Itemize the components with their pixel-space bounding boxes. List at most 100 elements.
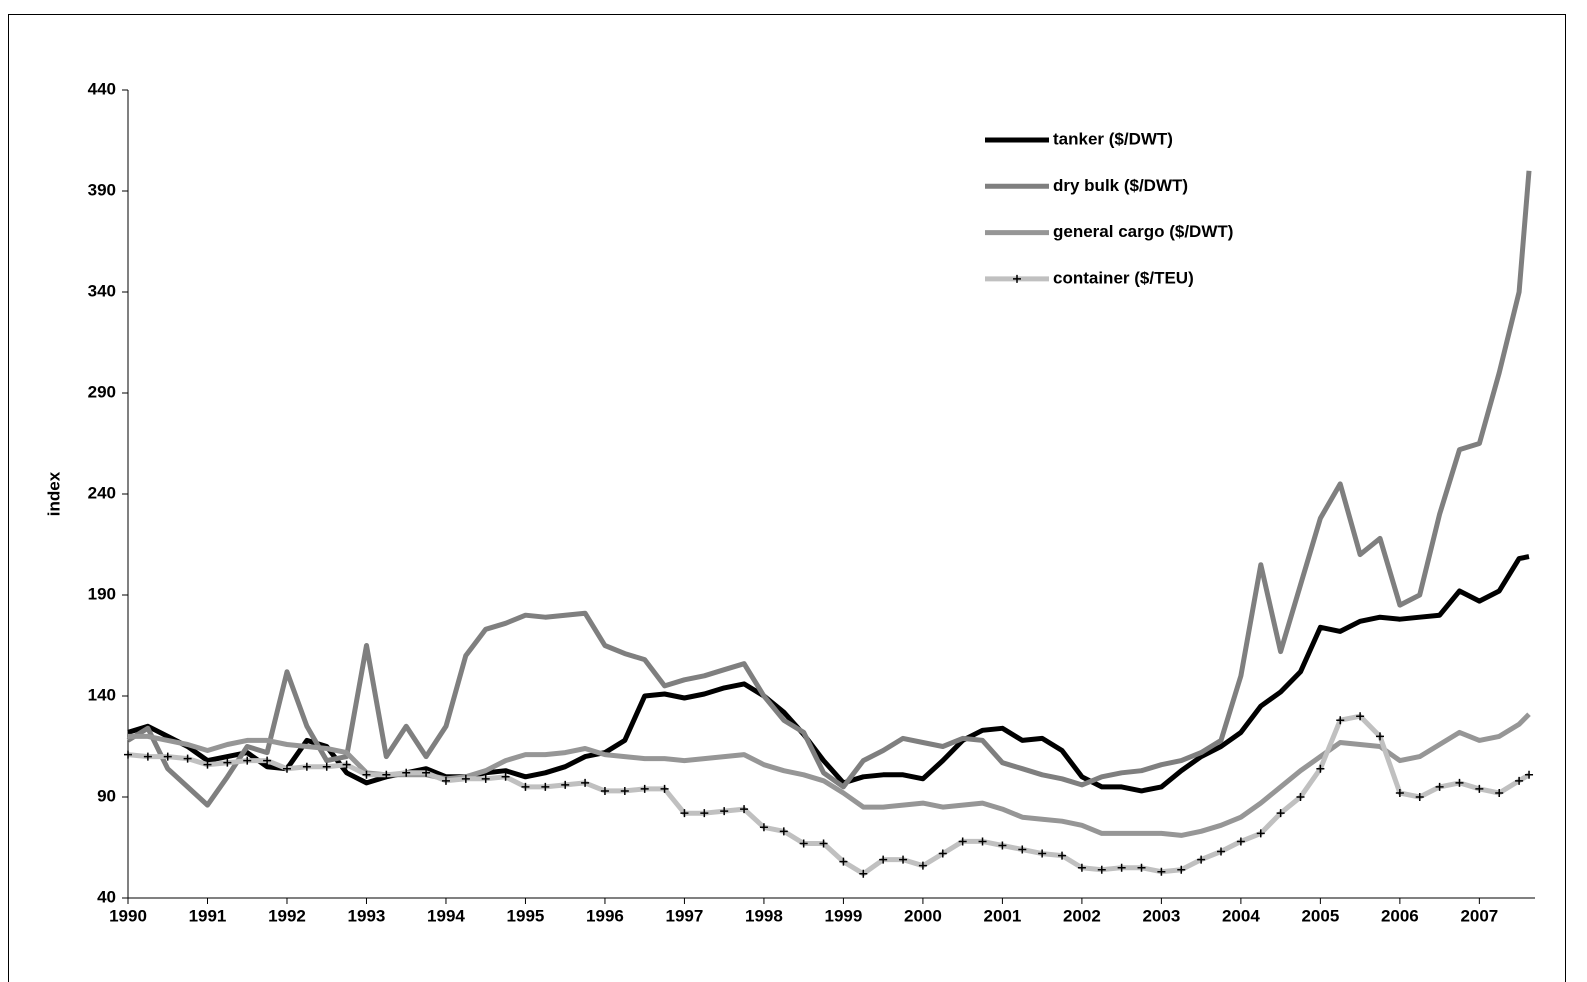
legend-label: general cargo ($/DWT) — [1053, 222, 1233, 241]
series-marker — [302, 762, 311, 771]
series-marker — [1515, 776, 1524, 785]
series-marker — [1336, 716, 1345, 725]
series-marker — [620, 786, 629, 795]
series-marker — [481, 774, 490, 783]
series-marker — [1018, 845, 1027, 854]
series-line — [126, 170, 1532, 808]
series-marker — [1475, 784, 1484, 793]
series-line — [127, 554, 1530, 794]
x-tick-label: 1998 — [745, 906, 783, 925]
x-tick-label: 1999 — [825, 906, 863, 925]
series-marker — [1137, 863, 1146, 872]
x-tick-label: 1995 — [507, 906, 545, 925]
x-tick-label: 1992 — [268, 906, 306, 925]
series-line — [128, 712, 1531, 838]
series-marker — [819, 839, 828, 848]
series-marker — [1356, 712, 1365, 721]
series-marker — [1097, 865, 1106, 874]
series-marker — [124, 750, 132, 759]
series-marker — [998, 841, 1007, 850]
series-marker — [839, 857, 848, 866]
x-tick-label: 1994 — [427, 906, 465, 925]
x-tick-label: 2002 — [1063, 906, 1101, 925]
y-tick-label: 290 — [88, 382, 116, 401]
series-marker — [1077, 863, 1086, 872]
series-marker — [1197, 855, 1206, 864]
legend-label: tanker ($/DWT) — [1053, 129, 1173, 148]
x-tick-label: 1990 — [109, 906, 147, 925]
series-marker — [918, 861, 927, 870]
series-marker — [1395, 788, 1404, 797]
series-marker — [700, 809, 709, 818]
x-tick-label: 2006 — [1381, 906, 1419, 925]
y-tick-label: 140 — [88, 685, 116, 704]
x-tick-label: 2003 — [1142, 906, 1180, 925]
series-line — [127, 713, 1531, 877]
series-marker — [322, 762, 331, 771]
series-marker — [859, 869, 868, 878]
series-marker — [382, 770, 391, 779]
series-marker — [163, 752, 172, 761]
series-marker — [1296, 793, 1305, 801]
x-tick-label: 2007 — [1460, 906, 1498, 925]
x-tick-label: 2001 — [983, 906, 1021, 925]
series-marker — [978, 837, 987, 846]
series-marker — [1236, 837, 1245, 846]
series-marker — [1117, 863, 1126, 872]
series-marker — [720, 807, 729, 816]
series-marker — [402, 768, 411, 777]
series-marker — [203, 760, 212, 769]
series-marker — [779, 827, 788, 836]
series-marker — [1415, 793, 1424, 801]
x-tick-label: 1991 — [189, 906, 227, 925]
series-marker — [1495, 788, 1504, 797]
series-marker — [581, 778, 590, 787]
series-marker — [1157, 867, 1166, 876]
series-marker — [521, 782, 530, 791]
series-marker — [461, 774, 470, 783]
y-tick-label: 390 — [88, 180, 116, 199]
series-marker — [501, 772, 510, 781]
series-marker — [243, 756, 252, 765]
series-marker — [1435, 782, 1444, 791]
legend-label: container ($/TEU) — [1053, 268, 1194, 287]
series-marker — [223, 758, 232, 767]
series-marker — [1375, 732, 1384, 741]
series-marker — [1455, 778, 1464, 787]
series-marker — [899, 855, 908, 864]
series-marker — [1525, 770, 1534, 779]
series-marker — [958, 837, 967, 846]
series-marker — [660, 784, 669, 793]
y-axis-label: index — [44, 471, 63, 516]
series-marker — [183, 754, 192, 763]
series-marker — [640, 784, 649, 793]
y-tick-label: 90 — [97, 786, 116, 805]
series-marker — [740, 805, 749, 814]
y-tick-label: 340 — [88, 281, 116, 300]
series-marker — [879, 855, 888, 864]
series-marker — [1058, 851, 1067, 860]
series-marker — [938, 849, 947, 858]
series-marker — [422, 768, 431, 777]
legend-label: dry bulk ($/DWT) — [1053, 176, 1188, 195]
series-marker — [541, 782, 550, 791]
y-tick-label: 240 — [88, 483, 116, 502]
series-marker — [441, 776, 450, 785]
x-tick-label: 2004 — [1222, 906, 1260, 925]
series-marker — [561, 780, 570, 789]
series-marker — [1038, 849, 1047, 858]
series-marker — [1316, 764, 1325, 773]
series-marker — [1256, 829, 1265, 838]
x-tick-label: 1997 — [666, 906, 704, 925]
series-marker — [759, 823, 768, 832]
y-tick-label: 40 — [97, 887, 116, 906]
x-tick-label: 1996 — [586, 906, 624, 925]
x-tick-label: 1993 — [348, 906, 386, 925]
series-marker — [143, 752, 152, 761]
chart-frame — [8, 14, 1566, 982]
series-marker — [799, 839, 808, 848]
series-marker — [1177, 865, 1186, 874]
x-tick-label: 2005 — [1301, 906, 1339, 925]
series-marker — [1217, 847, 1226, 856]
